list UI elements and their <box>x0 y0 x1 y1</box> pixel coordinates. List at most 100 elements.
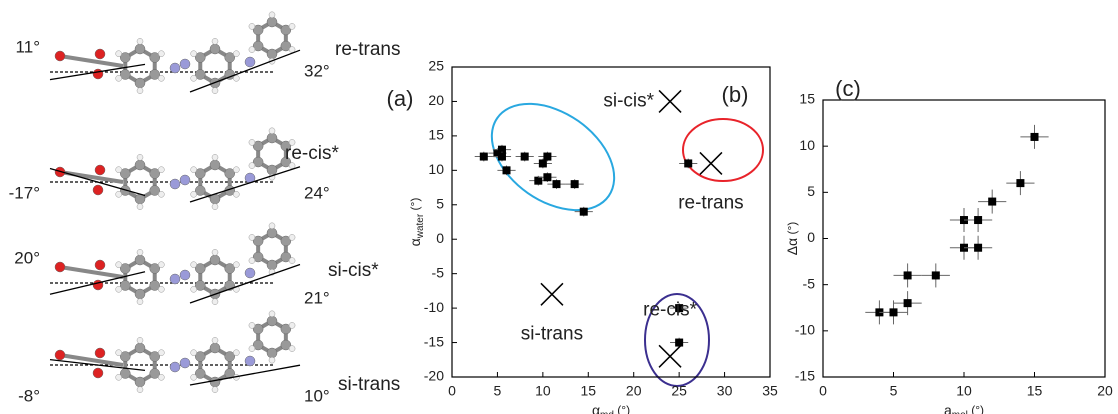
axis-label-part: (°) <box>785 222 799 238</box>
point <box>904 271 912 279</box>
hydrogen <box>269 128 275 134</box>
hydrogen <box>158 374 164 380</box>
hydrogen <box>269 12 275 18</box>
atom <box>180 270 190 280</box>
hydrogen <box>158 191 164 197</box>
atom <box>55 262 65 272</box>
y-tick-label: 20 <box>428 92 444 108</box>
x-tick-label: 15 <box>1027 383 1043 399</box>
atom <box>135 343 145 353</box>
atom <box>180 175 190 185</box>
atom <box>135 255 145 265</box>
hydrogen <box>137 337 143 343</box>
point <box>543 173 551 181</box>
hydrogen <box>137 299 143 305</box>
atom <box>170 179 180 189</box>
hydrogen <box>158 262 164 268</box>
point <box>1016 179 1024 187</box>
x-tick-label: 5 <box>890 383 898 399</box>
axis-label-part: mol <box>952 410 968 414</box>
atom <box>245 57 255 67</box>
y-tick-label: -15 <box>424 333 444 349</box>
hydrogen <box>116 167 122 173</box>
point <box>580 208 588 216</box>
atom <box>93 185 103 195</box>
axis-label-part: α <box>592 402 600 414</box>
atom <box>95 348 105 358</box>
hydrogen <box>249 163 255 169</box>
x-tick-label: 0 <box>448 383 456 399</box>
hydrogen <box>158 350 164 356</box>
point <box>552 180 560 188</box>
point <box>539 159 547 167</box>
hydrogen <box>116 51 122 57</box>
left-angle: 11° <box>16 37 40 56</box>
atom <box>210 160 220 170</box>
figure: 11°32°re-trans-17°24°re-cis*20°21°si-cis… <box>0 0 1118 414</box>
atom <box>135 78 145 88</box>
x-tick-label: 20 <box>626 383 642 399</box>
y-tick-label: 15 <box>428 127 444 143</box>
axis-label: αmd (°) <box>592 402 630 414</box>
left-angle: -17° <box>9 183 40 202</box>
y-tick-label: -10 <box>424 299 444 315</box>
hydrogen <box>212 204 218 210</box>
cross-marker <box>541 283 563 305</box>
hydrogen <box>249 234 255 240</box>
y-tick-label: 10 <box>428 161 444 177</box>
hydrogen <box>289 322 295 328</box>
conformer-name: re-trans <box>335 39 400 60</box>
hydrogen <box>289 258 295 264</box>
point <box>675 339 683 347</box>
group-ellipse <box>683 119 763 181</box>
atom <box>210 343 220 353</box>
point <box>974 216 982 224</box>
bond <box>60 355 123 365</box>
atom <box>245 356 255 366</box>
hydrogen <box>289 47 295 53</box>
hydrogen <box>212 249 218 255</box>
panel-label: (b) <box>722 82 749 107</box>
hydrogen <box>191 286 197 292</box>
atom <box>93 69 103 79</box>
hydrogen <box>249 23 255 29</box>
hydrogen <box>289 23 295 29</box>
right-angle: 32° <box>304 61 330 80</box>
left-angle: -8° <box>18 386 40 405</box>
axis-label-part: water <box>415 213 426 239</box>
axis-line <box>190 265 300 304</box>
hydrogen <box>289 234 295 240</box>
hydrogen <box>269 311 275 317</box>
atom <box>210 44 220 54</box>
hydrogen <box>249 322 255 328</box>
hydrogen <box>158 75 164 81</box>
x-tick-label: 10 <box>535 383 551 399</box>
hydrogen <box>137 154 143 160</box>
hydrogen <box>233 51 239 57</box>
point <box>890 308 898 316</box>
atom <box>267 17 277 27</box>
axis-line <box>190 50 300 92</box>
hydrogen <box>249 47 255 53</box>
hydrogen <box>249 139 255 145</box>
hydrogen <box>137 204 143 210</box>
conformer-name: si-cis* <box>328 260 379 281</box>
atom <box>245 268 255 278</box>
bond <box>60 56 123 66</box>
hydrogen <box>116 374 122 380</box>
point <box>974 244 982 252</box>
y-tick-label: 15 <box>799 91 815 107</box>
hydrogen <box>191 374 197 380</box>
point <box>521 153 529 161</box>
axis-label-part: (°) <box>408 198 422 214</box>
y-tick-label: -10 <box>795 322 815 338</box>
axis-label: αwater (°) <box>407 198 426 247</box>
atom <box>135 377 145 387</box>
atom <box>210 377 220 387</box>
atom <box>93 368 103 378</box>
hydrogen <box>212 38 218 44</box>
point <box>904 299 912 307</box>
right-angle: 24° <box>304 183 330 202</box>
y-tick-label: 5 <box>436 195 444 211</box>
conformer-name: re-cis* <box>285 143 339 164</box>
